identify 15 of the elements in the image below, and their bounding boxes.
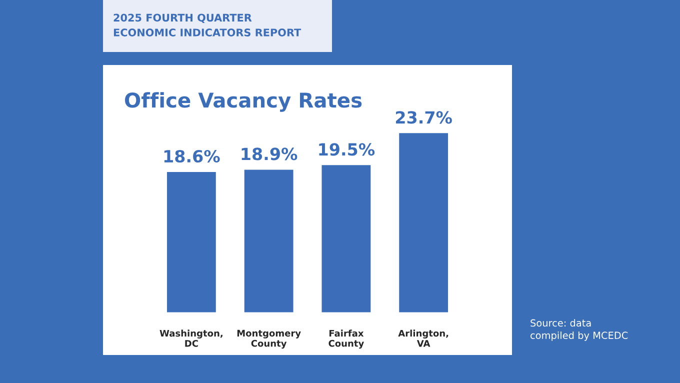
bar: [166, 170, 218, 313]
x-tick-label: Arlington, VA: [398, 330, 448, 347]
data-label: 18.6%: [164, 150, 220, 163]
x-tick-label: Washington, DC: [160, 330, 222, 347]
data-label: 23.7%: [396, 111, 452, 124]
chart-title: Office Vacancy Rates: [125, 92, 362, 112]
source-note: Source: data compiled by MCEDC: [530, 319, 628, 341]
bar: [320, 164, 372, 313]
bar: [242, 168, 295, 313]
data-label: 18.9%: [242, 148, 298, 160]
chart-subtitle: 2025 FOURTH QUARTER ECONOMIC INDICATORS REPORT: [114, 14, 302, 36]
data-label: 19.5%: [319, 143, 375, 156]
bar: [398, 132, 450, 313]
x-tick-label: Montgomery County: [237, 330, 301, 349]
x-tick-label: Fairfax County: [328, 330, 364, 349]
